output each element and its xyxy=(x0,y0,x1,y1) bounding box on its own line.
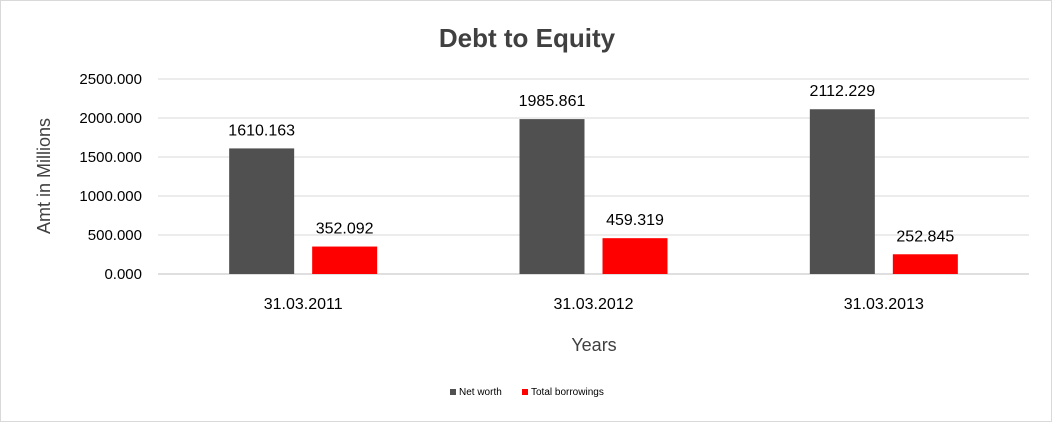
bar-total-borrowings xyxy=(602,238,668,274)
y-tick-label: 1500.000 xyxy=(79,149,142,166)
data-label: 2112.229 xyxy=(810,83,876,100)
bar-net-worth xyxy=(519,119,585,274)
y-tick-label: 2500.000 xyxy=(79,71,142,88)
legend: Net worth Total borrowings xyxy=(450,387,604,398)
y-axis-ticks: 0.000 500.000 1000.000 1500.000 2000.000 2500… xyxy=(79,71,142,283)
data-label: 459.319 xyxy=(606,212,664,229)
chart-title: Debt to Equity xyxy=(439,23,616,53)
bars xyxy=(229,109,958,274)
x-tick-label: 31.03.2013 xyxy=(844,296,924,313)
x-tick-label: 31.03.2011 xyxy=(264,296,343,313)
legend-swatch xyxy=(450,389,456,395)
legend-label: Net worth xyxy=(459,387,502,398)
x-tick-label: 31.03.2012 xyxy=(553,296,633,313)
y-tick-label: 2000.000 xyxy=(79,110,142,127)
legend-label: Total borrowings xyxy=(531,387,604,398)
data-label: 352.092 xyxy=(316,221,374,238)
data-label: 1985.861 xyxy=(519,93,586,110)
bar-total-borrowings xyxy=(892,254,958,274)
x-axis-categories: 31.03.2011 31.03.2012 31.03.2013 xyxy=(264,296,924,313)
bar-net-worth xyxy=(809,109,875,274)
data-labels: 1610.163 352.092 1985.861 459.319 2112.229 25… xyxy=(228,83,954,245)
y-axis-title: Amt in Millions xyxy=(34,118,54,234)
y-tick-label: 0.000 xyxy=(104,266,142,283)
x-axis-title: Years xyxy=(571,335,616,355)
bar-total-borrowings xyxy=(312,246,378,274)
data-label: 252.845 xyxy=(896,228,954,245)
y-tick-label: 500.000 xyxy=(88,227,142,244)
gridlines xyxy=(158,78,1029,275)
y-tick-label: 1000.000 xyxy=(79,188,142,205)
data-label: 1610.163 xyxy=(228,122,295,139)
bar-net-worth xyxy=(229,148,295,274)
legend-swatch xyxy=(522,389,528,395)
